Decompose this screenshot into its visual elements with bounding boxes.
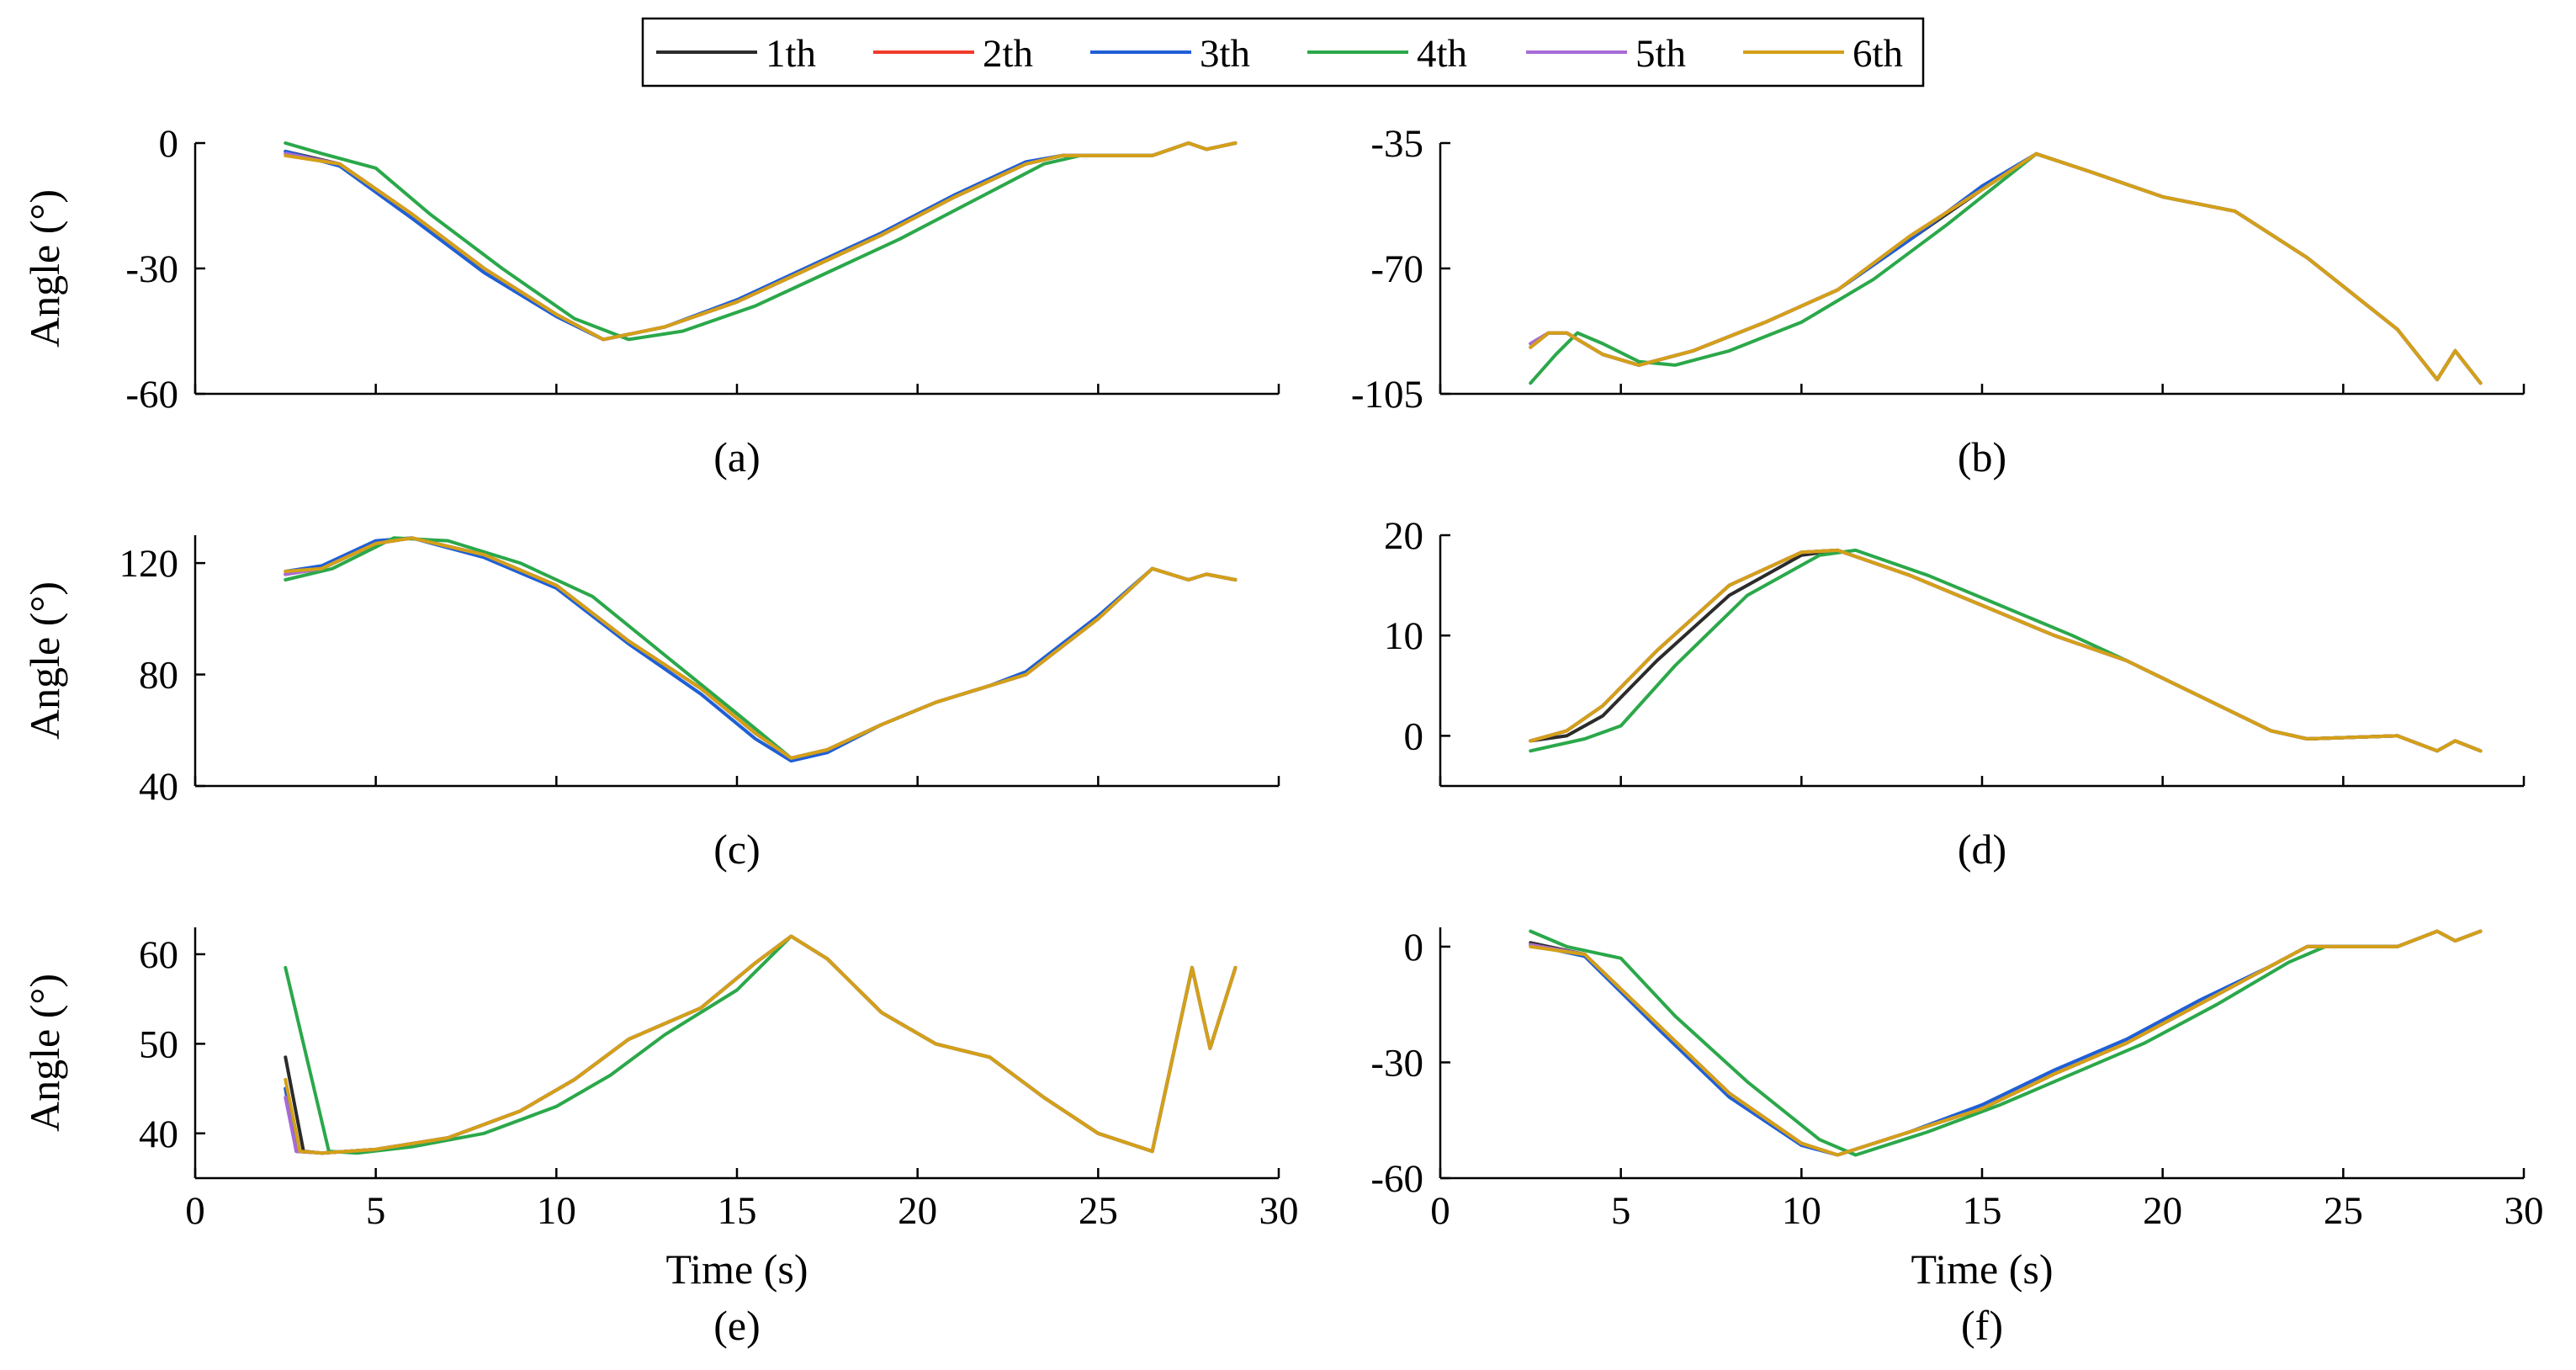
y-tick-label-a: -60 [125,373,178,417]
chart-panel-c: 120 80 40 Angle (°) (c) [21,535,1280,873]
y-tick-label-b: -105 [1351,373,1423,417]
series-line-a-6th [284,141,1238,342]
series-line-e-6th [284,934,1238,1155]
x-tick-label-f: 15 [1963,1189,2002,1233]
y-tick-label-d: 20 [1384,514,1423,558]
series-line-a-3th [284,141,1238,342]
panel-label-d: (d) [1958,826,2006,873]
chart-panel-d: 20 10 0 (d) [1384,514,2526,873]
x-tick-label-e: 5 [366,1189,386,1233]
series-line-d-6th [1529,548,2483,753]
series-line-c-3th [284,536,1238,763]
series-line-b-2th [1529,151,2483,385]
panel-label-b: (b) [1958,433,2006,481]
x-tick-label-f: 20 [2143,1189,2182,1233]
series-line-a-5th [284,141,1238,342]
x-tick-label-f: 10 [1782,1189,1821,1233]
series-line-c-6th [284,536,1238,760]
y-tick-label-d: 10 [1384,614,1423,658]
chart-panels: 0 -30 -60 Angle (°) (a) -35 -70 -105 (b) 120 80 40 A… [21,122,2544,1349]
series-line-d-3th [1529,548,2483,753]
chart-panel-b: -35 -70 -105 (b) [1351,122,2526,481]
legend-label-6th: 6th [1852,32,1903,76]
series-line-c-2th [284,536,1238,760]
series-line-c-1th [284,536,1238,760]
series-line-f-3th [1529,929,2483,1157]
x-tick-label-e: 30 [1259,1189,1299,1233]
y-tick-label-e: 40 [139,1112,178,1156]
legend-label-2th: 2th [983,32,1033,76]
x-tick-label-f: 25 [2324,1189,2363,1233]
y-tick-label-c: 80 [139,654,178,698]
series-line-f-6th [1529,929,2483,1157]
chart-panel-f: 0 5 10 15 20 25 30 0 -30 -60 Time (s) (f) [1370,926,2543,1349]
y-axis-label-e: Angle (°) [21,974,68,1132]
series-line-a-2th [284,141,1238,342]
legend-box [641,17,1925,88]
y-tick-label-f: -60 [1370,1157,1423,1201]
x-tick-label-e: 25 [1079,1189,1118,1233]
y-tick-label-b: -70 [1370,247,1423,291]
y-tick-label-f: 0 [1404,926,1424,969]
y-tick-label-c: 40 [139,765,178,809]
series-line-c-4th [284,536,1238,760]
series-line-d-5th [1529,548,2483,753]
x-axis-label-f: Time (s) [1911,1245,2053,1293]
panel-label-e: (e) [713,1302,761,1349]
y-tick-label-f: -30 [1370,1041,1423,1085]
x-tick-label-e: 15 [718,1189,757,1233]
x-tick-label-e: 20 [898,1189,937,1233]
series-line-d-1th [1529,548,2483,753]
panel-label-f: (f) [1961,1302,2003,1349]
y-tick-label-e: 50 [139,1022,178,1066]
y-tick-label-e: 60 [139,933,178,977]
panel-label-c: (c) [713,826,761,873]
x-tick-label-e: 0 [185,1189,205,1233]
legend-label-5th: 5th [1635,32,1686,76]
series-line-b-6th [1529,151,2483,385]
series-line-b-4th [1529,151,2483,385]
legend-label-3th: 3th [1200,32,1250,76]
legend-label-4th: 4th [1417,32,1467,76]
y-tick-label-a: -30 [125,247,178,291]
y-axis-label-c: Angle (°) [21,581,68,740]
chart-panel-a: 0 -30 -60 Angle (°) (a) [21,122,1280,481]
x-tick-label-e: 10 [537,1189,576,1233]
y-tick-label-d: 0 [1404,714,1424,758]
series-line-b-3th [1529,151,2483,385]
y-tick-label-b: -35 [1370,122,1423,166]
chart-panel-e: 0 5 10 15 20 25 30 60 50 40 Angle (°) Time (s) (e) [21,927,1299,1349]
series-line-e-4th [284,934,1238,1155]
series-line-b-1th [1529,151,2483,385]
x-axis-label-e: Time (s) [665,1245,808,1293]
y-axis-label-a: Angle (°) [21,189,68,348]
series-line-d-2th [1529,548,2483,753]
y-tick-label-a: 0 [159,122,179,166]
y-tick-label-c: 120 [119,542,179,586]
series-line-a-1th [284,141,1238,342]
x-tick-label-f: 30 [2504,1189,2544,1233]
series-line-d-4th [1529,548,2483,753]
series-line-c-5th [284,536,1238,760]
panel-label-a: (a) [713,433,761,481]
legend: 1th 2th 3th 4th 5th 6th [641,17,1925,88]
x-tick-label-f: 0 [1430,1189,1450,1233]
legend-label-1th: 1th [766,32,816,76]
x-tick-label-f: 5 [1611,1189,1631,1233]
series-line-a-4th [284,141,1238,342]
series-line-b-5th [1529,151,2483,385]
